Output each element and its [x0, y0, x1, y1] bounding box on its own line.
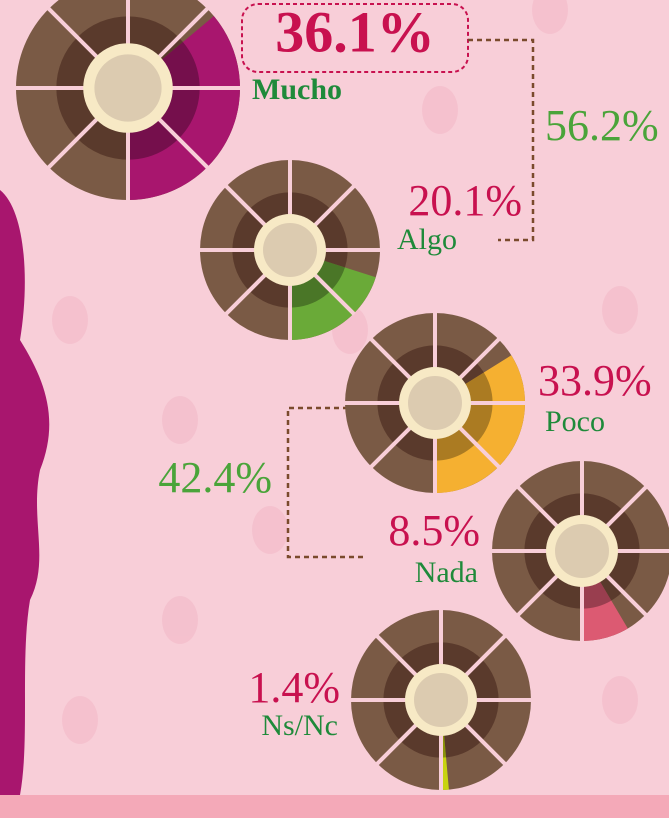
donut-center-core [408, 376, 462, 430]
category-label: Algo [397, 223, 457, 256]
donut-center-core [555, 524, 609, 578]
category-label: Ns/Nc [261, 709, 338, 742]
donut-center-core [263, 223, 317, 277]
value-label: 36.1% [275, 0, 435, 64]
donut-center-core [94, 54, 161, 121]
value-label: 33.9% [538, 356, 652, 405]
footer-strip [0, 795, 669, 818]
group-label: 42.4% [158, 453, 272, 502]
category-label: Poco [545, 405, 605, 438]
donut-center-core [414, 673, 468, 727]
group-label: 56.2% [545, 101, 659, 150]
value-label: 8.5% [388, 506, 480, 555]
value-label: 1.4% [248, 663, 340, 712]
category-label: Mucho [252, 73, 342, 106]
infographic: 56.2% 42.4% 36.1% Mucho 20.1% Algo 33.9%… [0, 0, 669, 818]
category-label: Nada [415, 556, 478, 589]
value-label: 20.1% [408, 176, 522, 225]
